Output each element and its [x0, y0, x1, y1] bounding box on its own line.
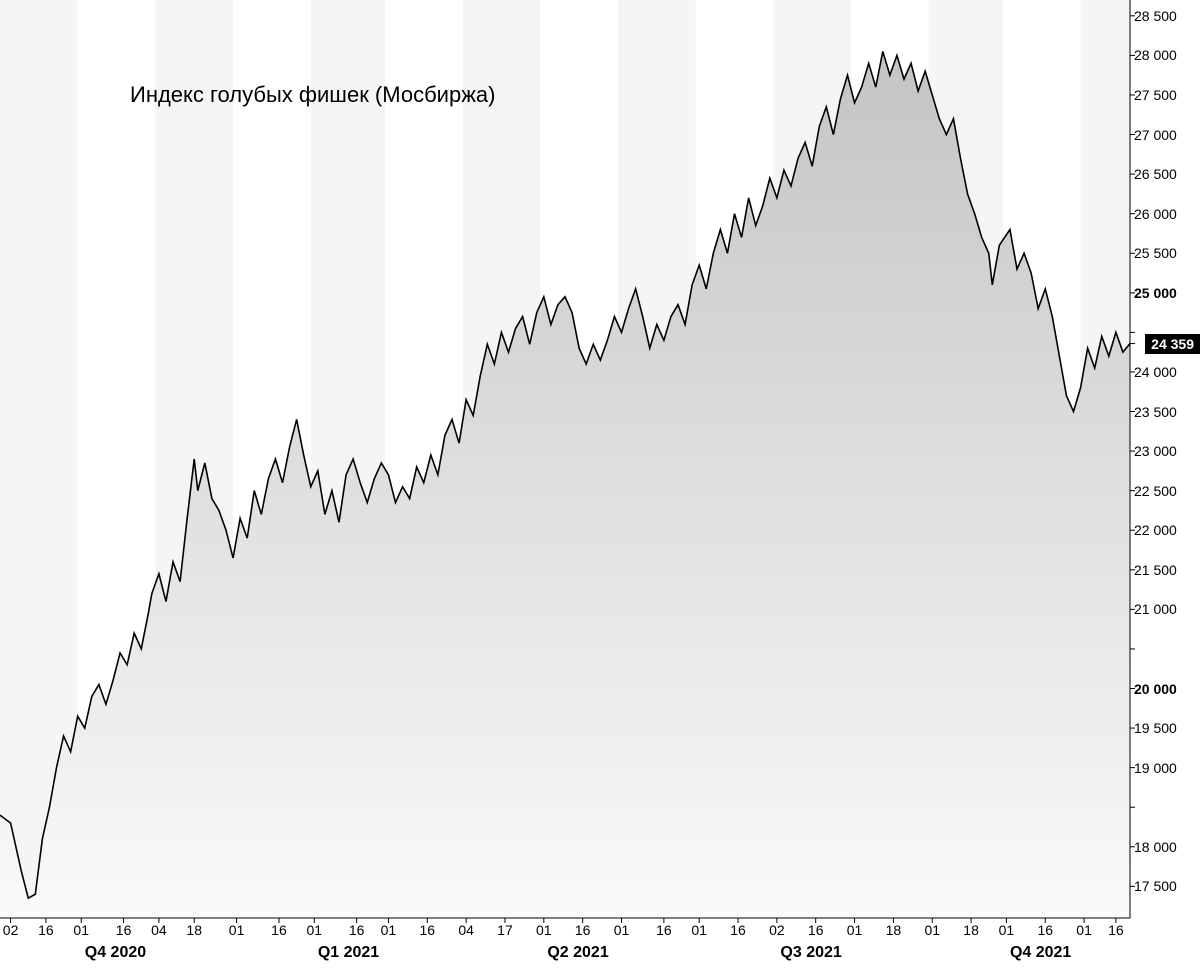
- y-tick-label: 22 500: [1134, 483, 1177, 499]
- y-tick-label: 24 000: [1134, 364, 1177, 380]
- y-tick-label: 19 000: [1134, 760, 1177, 776]
- x-tick-label: 18: [886, 922, 902, 938]
- y-tick-label: 25 000: [1134, 285, 1177, 301]
- x-axis: 02 16 01 16 04 18 01 16 01 16 01 16 04 17 01 16 01 16 01 16…: [0, 918, 1130, 978]
- x-tick-label: 16: [730, 922, 746, 938]
- x-tick-label: 01: [306, 922, 322, 938]
- x-quarter-label: Q3 2021: [780, 944, 841, 962]
- y-tick-label: 26 000: [1134, 206, 1177, 222]
- y-tick-label: 27 500: [1134, 87, 1177, 103]
- y-axis: 17 500 18 000 19 000 19 500 20 000 21 000 21 5…: [1130, 0, 1200, 918]
- x-tick-label: 16: [656, 922, 672, 938]
- x-tick-label: 01: [73, 922, 89, 938]
- y-tick-label: 19 500: [1134, 720, 1177, 736]
- x-tick-label: 01: [691, 922, 707, 938]
- current-value-badge: 24 359: [1145, 334, 1200, 354]
- x-tick-label: 16: [419, 922, 435, 938]
- x-tick-label: 17: [497, 922, 513, 938]
- y-tick-label: 22 000: [1134, 522, 1177, 538]
- chart-plot: [0, 0, 1200, 978]
- y-tick-label: 21 000: [1134, 601, 1177, 617]
- x-tick-label: 16: [575, 922, 591, 938]
- x-tick-label: 01: [847, 922, 863, 938]
- x-tick-label: 01: [536, 922, 552, 938]
- x-tick-label: 01: [1076, 922, 1092, 938]
- x-tick-label: 01: [924, 922, 940, 938]
- x-tick-label: 01: [229, 922, 245, 938]
- x-tick-label: 18: [186, 922, 202, 938]
- chart-title: Индекс голубых фишек (Мосбиржа): [130, 82, 495, 108]
- x-tick-label: 16: [38, 922, 54, 938]
- y-tick-label: 17 500: [1134, 878, 1177, 894]
- x-quarter-label: Q4 2020: [85, 944, 146, 962]
- x-tick-label: 16: [1108, 922, 1124, 938]
- y-tick-label: 21 500: [1134, 562, 1177, 578]
- x-tick-label: 04: [151, 922, 167, 938]
- x-tick-label: 02: [769, 922, 785, 938]
- y-tick-label: 18 000: [1134, 839, 1177, 855]
- x-tick-label: 16: [808, 922, 824, 938]
- y-tick-label: 23 000: [1134, 443, 1177, 459]
- x-tick-label: 02: [3, 922, 19, 938]
- y-tick-label: 23 500: [1134, 404, 1177, 420]
- x-tick-label: 16: [1037, 922, 1053, 938]
- x-tick-label: 04: [458, 922, 474, 938]
- x-quarter-label: Q2 2021: [547, 944, 608, 962]
- y-tick-label: 25 500: [1134, 245, 1177, 261]
- y-tick-label: 28 000: [1134, 47, 1177, 63]
- x-tick-label: 18: [963, 922, 979, 938]
- y-tick-label: 28 500: [1134, 8, 1177, 24]
- x-tick-label: 16: [116, 922, 132, 938]
- x-tick-label: 01: [999, 922, 1015, 938]
- x-tick-label: 01: [614, 922, 630, 938]
- x-tick-label: 16: [349, 922, 365, 938]
- y-tick-label: 20 000: [1134, 681, 1177, 697]
- chart-container: Индекс голубых фишек (Мосбиржа) 17 500 18…: [0, 0, 1200, 978]
- x-tick-label: 01: [381, 922, 397, 938]
- x-quarter-label: Q4 2021: [1010, 944, 1071, 962]
- y-tick-label: 26 500: [1134, 166, 1177, 182]
- y-tick-label: 27 000: [1134, 127, 1177, 143]
- x-quarter-label: Q1 2021: [318, 944, 379, 962]
- x-tick-label: 16: [271, 922, 287, 938]
